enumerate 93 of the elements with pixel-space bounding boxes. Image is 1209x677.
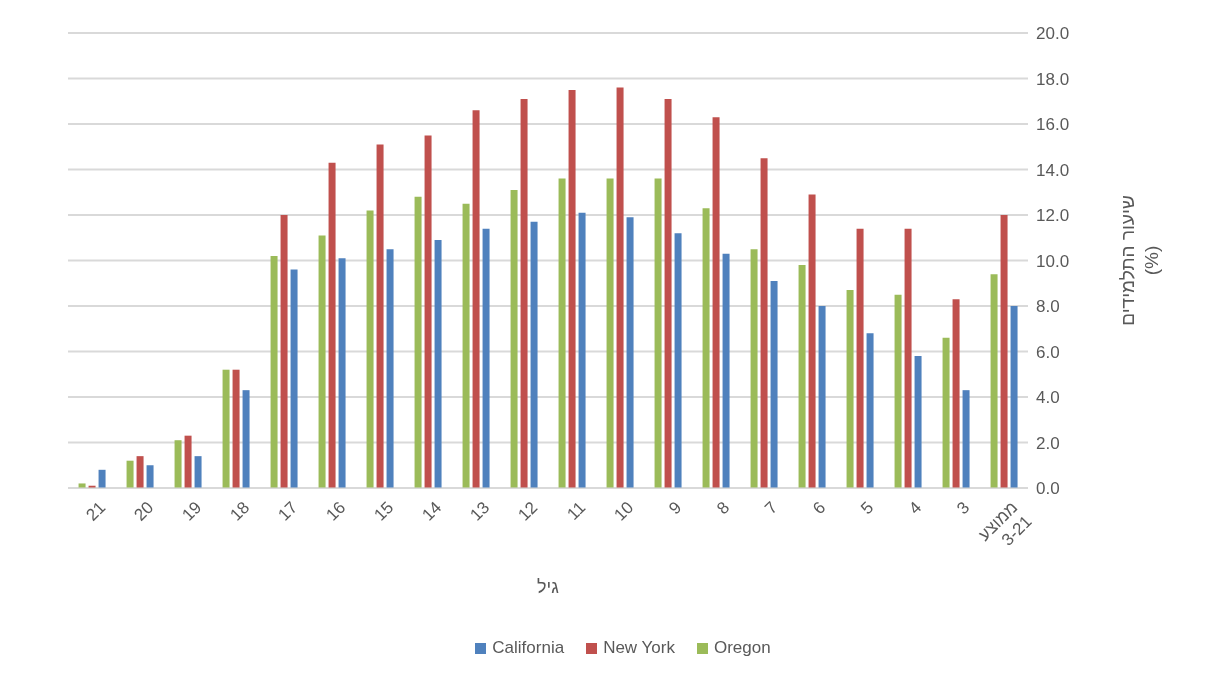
bar [232,369,240,488]
bar [280,215,288,488]
bar [386,249,394,488]
x-axis-title: גיל [537,577,560,597]
legend-label: California [491,638,565,658]
bar [558,178,566,488]
bar [894,294,902,488]
bar [904,228,912,488]
bar [174,440,182,488]
x-tick-label: 10 [610,497,638,525]
y-axis-title: שיעור התלמידים (%) [1117,195,1162,326]
bar [530,221,538,488]
y-tick-label: 6.0 [1036,342,1060,362]
bar [194,456,202,488]
bar [674,233,682,488]
bar [1010,306,1018,488]
bar [808,194,816,488]
x-tick-label: 12 [514,497,542,525]
bar [616,87,624,488]
bar [270,255,278,488]
y-tick-label: 20.0 [1036,24,1070,44]
bar [338,258,346,488]
y-tick-label: 14.0 [1036,160,1070,180]
x-tick-label: 16 [322,497,350,525]
bar [1000,215,1008,488]
bar [126,460,134,488]
bar [578,212,586,488]
bar [472,110,480,488]
bar [770,280,778,488]
x-tick-label: 7 [761,497,782,519]
x-tick-label: 4 [905,497,926,519]
bar [318,235,326,488]
x-tick-label: 14 [418,497,446,525]
x-tick-label: 11 [563,497,590,524]
y-tick-label: 2.0 [1036,433,1060,453]
y-tick-label: 0.0 [1036,479,1060,499]
y-tick-label: 18.0 [1036,69,1070,89]
bar [462,203,470,488]
y-tick-label: 4.0 [1036,388,1060,408]
bar [222,369,230,488]
bar [846,290,854,488]
bar [962,390,970,488]
bar [482,228,490,488]
x-tick-label: 13 [466,497,494,525]
bar [606,178,614,488]
x-tick-label: 21 [82,497,110,525]
bar [366,210,374,488]
bar [146,465,154,488]
legend-label: Oregon [712,638,771,658]
bar [290,269,298,488]
x-tick-label: 17 [274,497,302,525]
x-tick-label: 19 [178,497,206,525]
bar [914,356,922,488]
bar [654,178,662,488]
bar [136,456,144,488]
bar [712,117,720,488]
y-tick-label: 8.0 [1036,297,1060,317]
bar [818,306,826,488]
bar [184,435,192,488]
x-tick-label: 18 [226,497,254,525]
x-tick-label: 5 [857,497,878,519]
x-tick-label: 20 [130,497,158,525]
x-tick-label: 6 [809,497,830,519]
x-tick-label: 8 [713,497,734,519]
bar [414,196,422,488]
bar [434,240,442,488]
bar [242,390,250,488]
bar [520,98,528,488]
bar [856,228,864,488]
bar [626,217,634,488]
y-tick-label: 16.0 [1036,115,1070,135]
bar [328,162,336,488]
bar [942,337,950,488]
bar [952,299,960,488]
bar [510,189,518,488]
bar [798,265,806,488]
y-tick-label: 12.0 [1036,206,1070,226]
bar [702,208,710,488]
bar [722,253,730,488]
bar [866,333,874,488]
bar [98,469,106,488]
bar [424,135,432,488]
bar [760,158,768,488]
bar [568,89,576,488]
x-tick-label: 15 [370,497,398,525]
legend-label: New York [602,638,675,658]
bar [376,144,384,488]
x-tick-label: 9 [665,497,686,519]
bar [664,98,672,488]
x-tick-label: 3 [953,497,974,519]
bar [990,274,998,488]
bar [750,249,758,488]
y-tick-label: 10.0 [1036,251,1070,271]
